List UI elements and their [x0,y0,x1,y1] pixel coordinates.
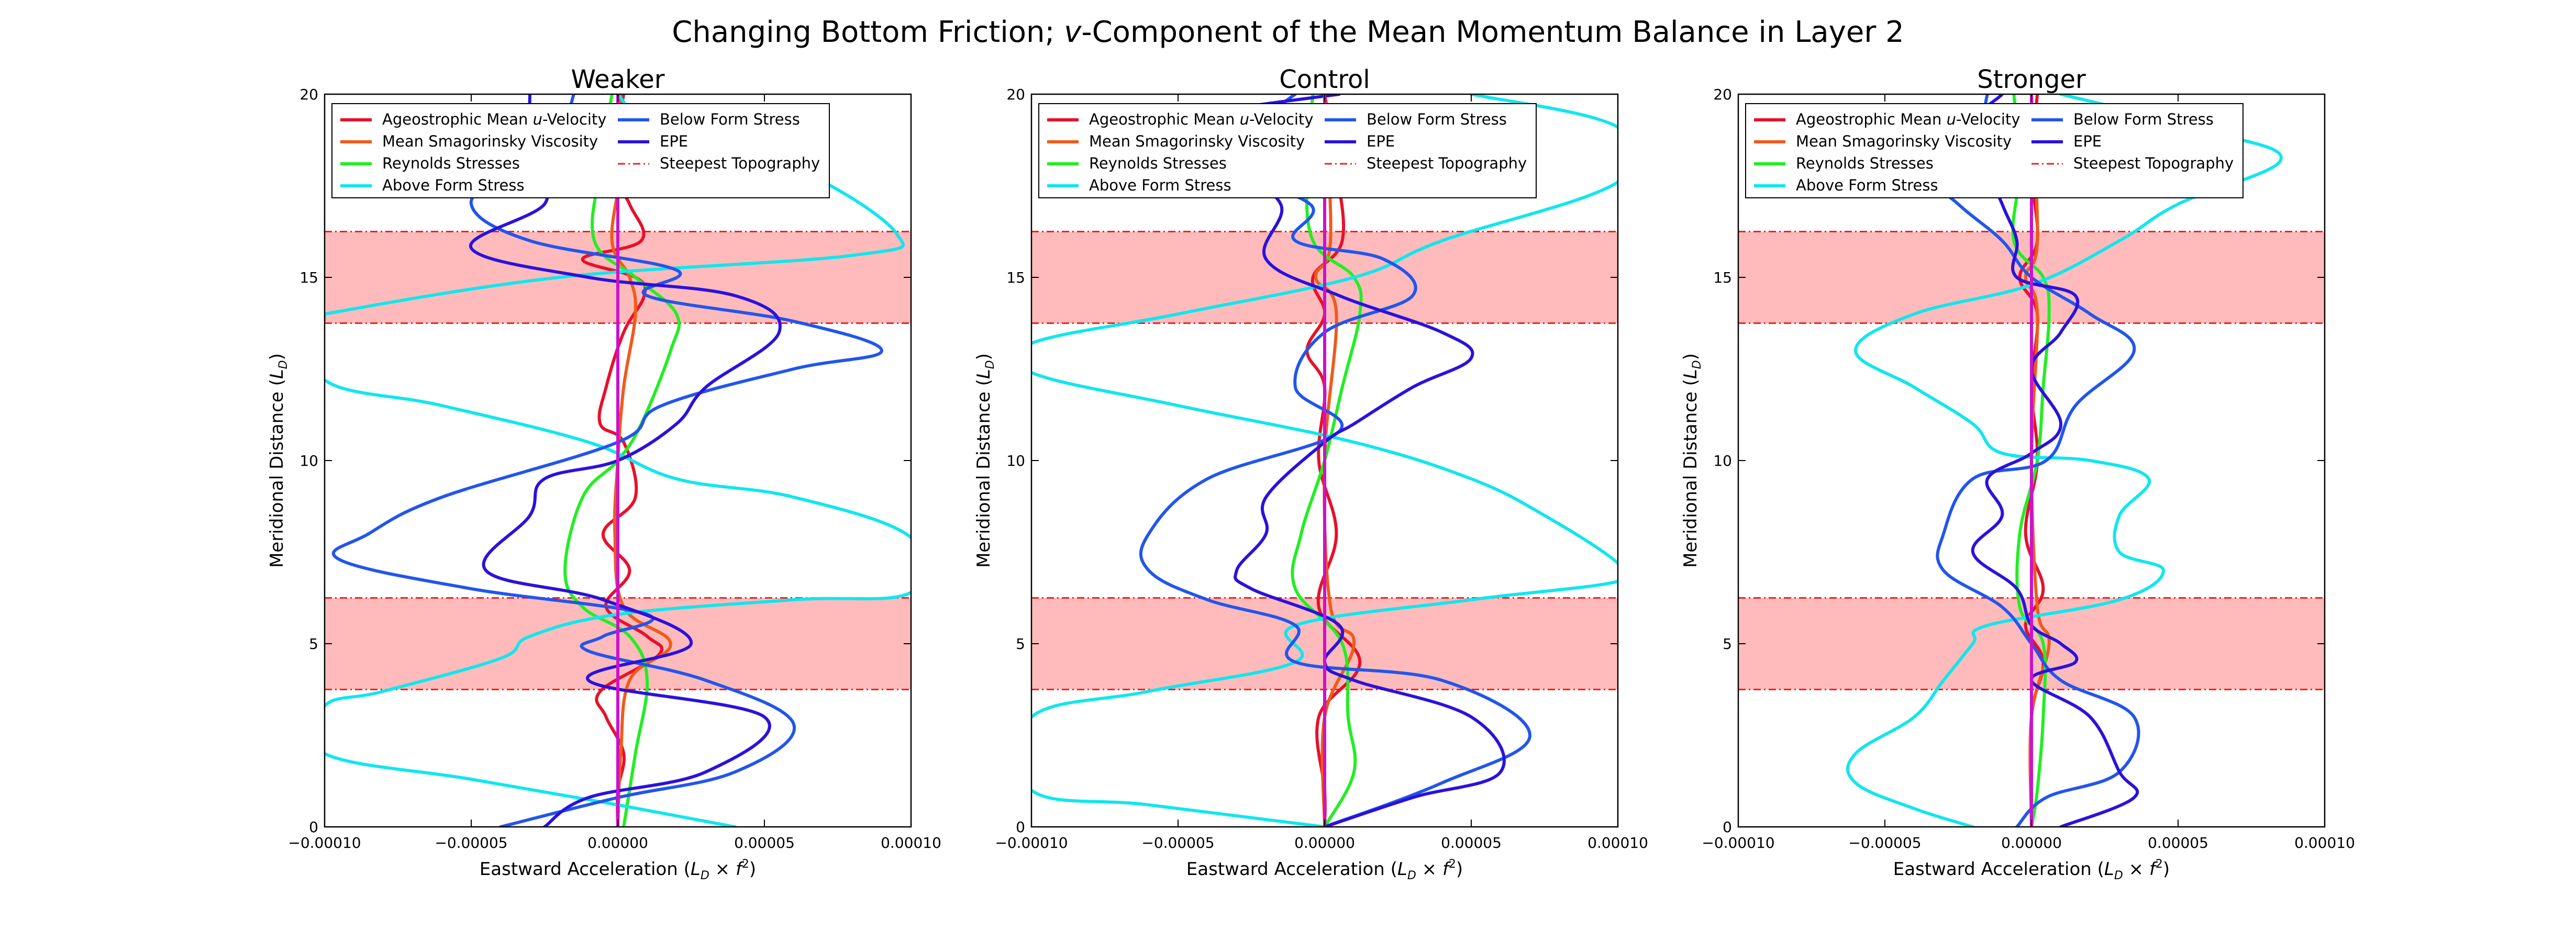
x-tick-label: 0.00000 [587,834,648,851]
x-tick-label: −0.00005 [435,834,507,851]
legend-label: Mean Smagorinsky Viscosity [1089,132,1305,150]
legend-label: Steepest Topography [1367,154,1527,172]
x-tick-label: 0.00005 [1441,834,1502,851]
series-reynolds [2011,94,2051,827]
y-tick-label: 10 [299,452,318,469]
legend-label: Reynolds Stresses [1089,154,1227,172]
legend-label: Above Form Stress [1089,176,1231,194]
series-above [1846,94,2283,827]
legend-label: Reynolds Stresses [382,154,520,172]
y-tick-label: 0 [1723,818,1732,836]
x-tick-label: −0.00005 [1848,834,1921,851]
legend-label: Ageostrophic Mean u-Velocity [1796,110,2020,128]
legend: Ageostrophic Mean u-Velocity Mean Smagori… [331,103,830,198]
panel-weaker: −0.00010 −0.00005 0.00000 0.00005 0.00010 0 5 1… [267,65,941,882]
legend-label: Steepest Topography [2073,154,2234,172]
y-tick-label: 5 [1016,635,1025,653]
y-tick-label: 20 [1713,86,1732,103]
series-ageostrophic [581,94,664,827]
series-above [1031,94,1618,827]
legend-label: EPE [660,132,688,150]
x-tick-label: −0.00005 [1141,834,1214,851]
panel-stronger: −0.00010 −0.00005 0.00000 0.00005 0.00010 0 5 1… [1680,65,2355,882]
x-tick-label: −0.00010 [1702,834,1774,851]
series-epe [1971,94,2139,827]
legend-box [331,103,830,198]
series-below [331,94,883,827]
figure-suptitle: Changing Bottom Friction; v-Component of… [672,15,1904,49]
panel-control: −0.00010 −0.00005 0.00000 0.00005 0.00010 0 5 1… [973,65,1648,882]
y-axis-label: Meridional Distance (LD) [267,353,290,568]
x-tick-label: 0.00010 [881,834,941,851]
legend-label: Steepest Topography [660,154,820,172]
panel-title: Weaker [571,65,665,94]
panel-title: Stronger [1977,65,2086,94]
y-tick-label: 10 [1006,452,1025,469]
y-tick-label: 15 [1006,269,1025,286]
legend-label: Mean Smagorinsky Viscosity [1796,132,2012,150]
legend-label: EPE [2073,132,2102,150]
x-tick-label: 0.00010 [1587,834,1648,851]
x-axis-label: Eastward Acceleration (LD × f2) [480,858,756,882]
x-tick-label: 0.00005 [734,834,795,851]
legend-label: Ageostrophic Mean u-Velocity [382,110,607,128]
y-tick-label: 15 [1713,269,1732,286]
legend-label: Above Form Stress [382,176,525,194]
series-below [1912,94,2140,827]
y-axis-label: Meridional Distance (LD) [973,353,997,568]
legend-box [1038,103,1537,198]
legend-label: Mean Smagorinsky Viscosity [382,132,598,150]
x-axis-label: Eastward Acceleration (LD × f2) [1893,858,2170,882]
y-tick-label: 5 [1723,635,1732,653]
legend: Ageostrophic Mean u-Velocity Mean Smagori… [1038,103,1537,198]
y-tick-label: 0 [309,818,318,836]
x-tick-label: −0.00010 [995,834,1068,851]
x-tick-label: 0.00000 [1294,834,1355,851]
legend-label: Reynolds Stresses [1796,154,1934,172]
x-tick-label: −0.00010 [288,834,361,851]
legend-label: Below Form Stress [2073,110,2214,128]
panel-title: Control [1279,65,1370,94]
legend-box [1745,103,2244,198]
x-axis-label: Eastward Acceleration (LD × f2) [1186,858,1463,882]
legend: Ageostrophic Mean u-Velocity Mean Smagori… [1745,103,2244,198]
x-tick-label: 0.00005 [2148,834,2208,851]
legend-label: Below Form Stress [1367,110,1507,128]
y-axis-label: Meridional Distance (LD) [1680,353,1704,568]
y-tick-label: 20 [299,86,318,103]
legend-label: EPE [1367,132,1395,150]
y-tick-label: 20 [1006,86,1025,103]
y-tick-label: 0 [1016,818,1025,836]
legend-label: Ageostrophic Mean u-Velocity [1089,110,1314,128]
x-tick-label: 0.00010 [2294,834,2355,851]
y-tick-label: 5 [309,635,318,653]
legend-label: Below Form Stress [660,110,800,128]
y-tick-label: 15 [299,269,318,286]
y-tick-label: 10 [1713,452,1732,469]
series-epe [469,94,782,827]
x-tick-label: 0.00000 [2001,834,2062,851]
legend-label: Above Form Stress [1796,176,1938,194]
